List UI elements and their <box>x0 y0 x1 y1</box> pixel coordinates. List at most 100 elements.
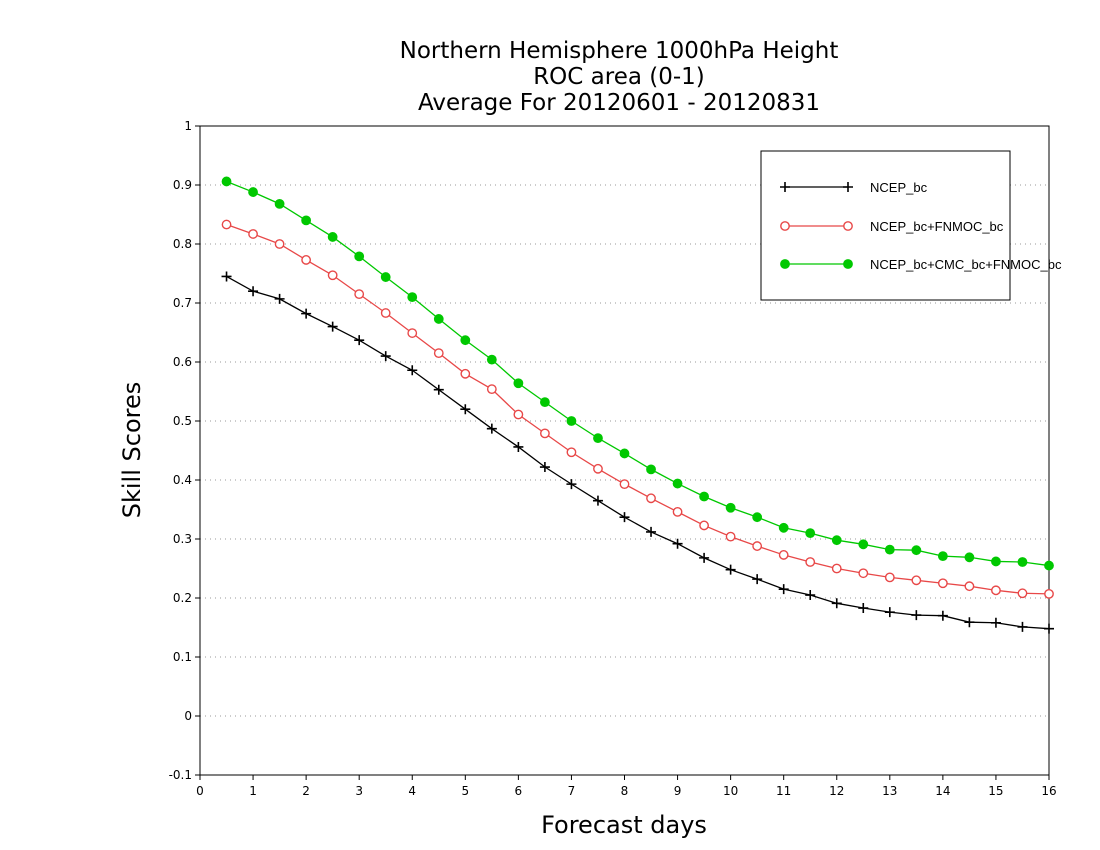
data-point <box>380 272 391 282</box>
data-point <box>619 479 630 490</box>
y-axis-label: Skill Scores <box>118 382 146 519</box>
y-tick-label: 0 <box>184 709 192 723</box>
data-point <box>937 551 948 562</box>
data-point <box>486 354 497 365</box>
data-point <box>646 493 656 504</box>
data-point <box>1044 560 1054 571</box>
data-point <box>831 563 842 574</box>
data-point <box>725 502 736 513</box>
x-tick-label: 7 <box>568 784 576 798</box>
legend-marker <box>780 259 790 269</box>
data-point <box>672 506 683 517</box>
series-line <box>226 275 1050 630</box>
data-point <box>699 491 709 502</box>
axis-ticks: -0.100.10.20.30.40.50.60.70.80.910 1 2 3 4 5 6… <box>169 119 1057 798</box>
data-point <box>1017 557 1028 567</box>
legend-marker <box>843 182 853 192</box>
data-point <box>566 416 577 426</box>
y-tick-label: 0.2 <box>173 591 192 605</box>
data-point <box>301 255 312 265</box>
data-point <box>964 552 975 563</box>
data-point <box>274 293 285 304</box>
y-tick-label: 1 <box>184 119 192 133</box>
data-point <box>539 462 550 473</box>
data-point <box>937 610 948 621</box>
data-point <box>354 251 365 262</box>
x-tick-label: 0 <box>196 784 204 798</box>
data-point <box>540 397 550 408</box>
series-layer <box>221 176 1054 634</box>
data-point <box>805 557 816 567</box>
data-point <box>407 365 418 376</box>
legend-marker <box>780 221 790 231</box>
chart-title-line-2: ROC area (0-1) <box>533 64 705 90</box>
data-point <box>460 404 471 415</box>
x-tick-label: 14 <box>935 784 950 798</box>
series-1 <box>221 271 1054 634</box>
data-point <box>964 617 975 628</box>
data-point <box>672 538 683 549</box>
x-tick-label: 9 <box>674 784 682 798</box>
data-point <box>831 535 842 546</box>
data-point <box>1017 588 1028 599</box>
chart-title-line-3: Average For 20120601 - 20120831 <box>418 90 820 116</box>
data-point <box>274 198 285 209</box>
x-tick-label: 12 <box>829 784 844 798</box>
data-point <box>327 270 338 281</box>
data-point <box>991 556 1001 567</box>
data-point <box>699 520 709 531</box>
data-point <box>911 545 922 556</box>
data-point <box>354 289 365 300</box>
data-point <box>964 581 975 592</box>
data-point <box>407 292 418 303</box>
data-point <box>460 368 471 379</box>
x-tick-label: 4 <box>408 784 416 798</box>
data-point <box>513 441 524 452</box>
data-point <box>1017 621 1028 632</box>
x-tick-label: 10 <box>723 784 738 798</box>
x-tick-label: 5 <box>461 784 469 798</box>
x-tick-label: 8 <box>621 784 629 798</box>
data-point <box>327 321 338 332</box>
x-axis-label: Forecast days <box>541 811 707 839</box>
x-tick-label: 3 <box>355 784 363 798</box>
data-point <box>884 607 895 618</box>
data-point <box>858 539 869 550</box>
data-point <box>990 617 1001 628</box>
y-tick-label: -0.1 <box>169 768 192 782</box>
data-point <box>1044 588 1054 599</box>
legend-marker <box>843 259 853 269</box>
data-point <box>884 544 895 555</box>
data-point <box>752 574 763 585</box>
y-tick-label: 0.9 <box>173 178 192 192</box>
data-point <box>301 215 312 226</box>
data-point <box>646 464 656 475</box>
data-point <box>619 512 630 523</box>
series-2 <box>221 219 1054 599</box>
y-tick-label: 0.1 <box>173 650 192 664</box>
data-point <box>672 478 683 489</box>
data-point <box>221 271 232 282</box>
data-point <box>858 568 869 579</box>
data-point <box>274 239 285 249</box>
data-point <box>778 522 789 533</box>
legend-marker <box>780 182 790 192</box>
legend-item: NCEP_bc+CMC_bc+FNMOC_bc <box>780 257 1062 272</box>
data-point <box>566 479 577 490</box>
data-point <box>991 585 1001 596</box>
data-point <box>566 447 577 458</box>
data-point <box>752 541 763 551</box>
legend-label: NCEP_bc <box>870 180 928 195</box>
x-tick-label: 6 <box>515 784 523 798</box>
data-point <box>380 308 391 318</box>
y-tick-label: 0.4 <box>173 473 192 487</box>
data-point <box>540 428 550 439</box>
y-tick-label: 0.7 <box>173 296 192 310</box>
data-point <box>778 550 789 560</box>
chart-title-line-1: Northern Hemisphere 1000hPa Height <box>400 38 839 64</box>
data-point <box>593 463 603 474</box>
data-point <box>805 590 816 601</box>
data-point <box>221 176 232 187</box>
